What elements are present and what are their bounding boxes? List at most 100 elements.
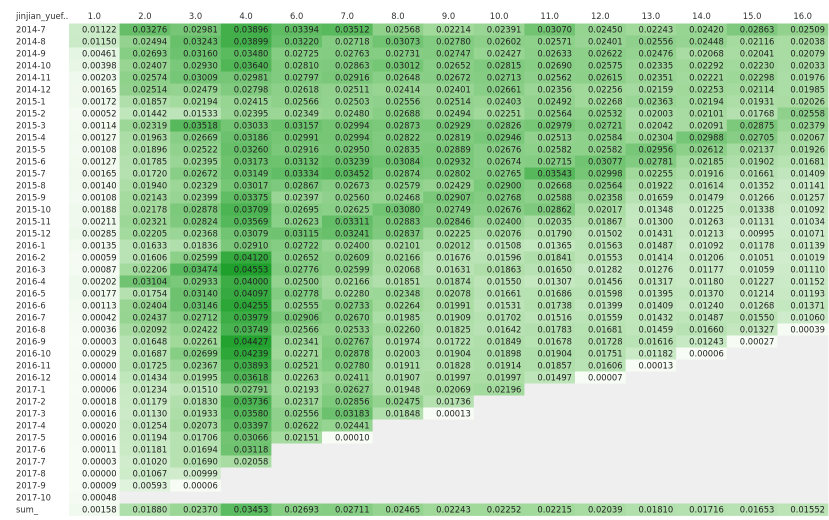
heatmap-cell — [69, 155, 120, 168]
cell-value: 0.02252 — [487, 504, 522, 514]
cell-value: 0.01178 — [740, 240, 775, 250]
heatmap-cell — [726, 23, 778, 36]
heatmap-cell — [119, 395, 171, 408]
heatmap-cell — [271, 215, 323, 228]
cell-value: 0.02494 — [436, 108, 471, 118]
cell-value: 0.02078 — [436, 288, 471, 298]
heatmap-cell — [575, 167, 626, 180]
cell-value: 0.02874 — [386, 168, 421, 178]
cell-value: 0.02622 — [588, 48, 623, 58]
empty-cell — [676, 419, 728, 432]
heatmap-cell — [575, 59, 626, 72]
heatmap-cell — [69, 71, 120, 84]
cell-value: 0.01728 — [588, 336, 623, 346]
cell-value: 0.02767 — [335, 336, 370, 346]
cell-value: 0.02033 — [790, 60, 825, 70]
cell-value: 0.00027 — [740, 336, 775, 346]
row-label: 2016-5 — [16, 288, 46, 298]
heatmap-cell — [119, 191, 171, 204]
cell-value: 0.01922 — [639, 180, 674, 190]
cell-value: 0.02492 — [537, 96, 572, 106]
heatmap-cell — [119, 287, 171, 300]
cell-value: 0.02335 — [639, 60, 674, 70]
cell-value: 0.01487 — [639, 240, 674, 250]
heatmap-cell — [575, 203, 626, 216]
heatmap-cell — [473, 251, 525, 264]
cell-value: 0.01152 — [790, 276, 825, 286]
cell-value: 0.01706 — [183, 432, 218, 442]
column-header: 8.0 — [391, 11, 404, 21]
empty-cell — [726, 383, 778, 396]
heatmap-cell — [777, 191, 829, 204]
empty-cell — [423, 467, 475, 480]
heatmap-cell — [69, 323, 120, 336]
heatmap-cell — [271, 179, 323, 192]
row-label: 2014-10 — [16, 60, 51, 70]
heatmap-cell — [271, 143, 323, 156]
heatmap-cell — [69, 347, 120, 360]
heatmap-cell — [473, 95, 525, 108]
cell-value: 0.02749 — [436, 204, 471, 214]
cell-value: 0.01933 — [183, 408, 218, 418]
cell-value: 0.01414 — [639, 252, 674, 262]
cell-value: 0.01660 — [689, 324, 724, 334]
cell-value: 0.02873 — [386, 120, 421, 130]
heatmap-cell — [322, 263, 373, 276]
cell-value: 0.02574 — [133, 72, 168, 82]
heatmap-cell — [676, 155, 728, 168]
row-label: 2016-9 — [16, 336, 46, 346]
cell-value: 0.02994 — [335, 132, 370, 142]
empty-cell — [777, 467, 829, 480]
cell-value: 0.01459 — [639, 324, 674, 334]
column-header: 15.0 — [743, 11, 762, 21]
cell-value: 0.01130 — [133, 408, 168, 418]
corner-label: jinjian_yuef.. — [15, 11, 68, 21]
heatmap-cell — [119, 479, 171, 492]
row-label: 2016-4 — [16, 276, 46, 286]
cell-value: 0.01257 — [790, 192, 825, 202]
empty-cell — [676, 431, 728, 444]
heatmap-cell — [726, 83, 778, 96]
cell-value: 0.02230 — [740, 60, 775, 70]
heatmap-cell — [372, 83, 424, 96]
cell-value: 0.03452 — [335, 168, 370, 178]
cell-value: 0.01432 — [639, 312, 674, 322]
cell-value: 0.00007 — [588, 372, 623, 382]
heatmap-cell — [322, 215, 373, 228]
cell-value: 0.02476 — [639, 48, 674, 58]
heatmap-cell — [524, 83, 576, 96]
cell-value: 0.03115 — [284, 228, 319, 238]
cell-value: 0.03618 — [234, 372, 269, 382]
heatmap-cell — [726, 143, 778, 156]
cell-value: 0.00285 — [82, 228, 117, 238]
empty-cell — [423, 419, 475, 432]
empty-cell — [625, 383, 677, 396]
heatmap-cell — [372, 323, 424, 336]
heatmap-cell — [69, 179, 120, 192]
empty-cell — [271, 443, 323, 456]
cell-value: 0.01783 — [537, 324, 572, 334]
cell-value: 0.02341 — [284, 336, 319, 346]
empty-cell — [625, 479, 677, 492]
heatmap-cell — [271, 263, 323, 276]
cell-value: 0.02584 — [588, 132, 623, 142]
cell-value: 0.01991 — [436, 300, 471, 310]
heatmap-cell — [119, 35, 171, 48]
cell-value: 0.02672 — [183, 168, 218, 178]
heatmap-cell — [423, 155, 475, 168]
heatmap-cell — [69, 383, 120, 396]
cell-value: 0.01141 — [790, 180, 825, 190]
heatmap-cell — [625, 275, 677, 288]
empty-cell — [220, 467, 272, 480]
heatmap-cell — [423, 119, 475, 132]
cell-value: 0.02349 — [284, 108, 319, 118]
cell-value: 0.01909 — [436, 312, 471, 322]
heatmap-cell — [676, 215, 728, 228]
cell-value: 0.01995 — [183, 372, 218, 382]
heatmap-cell — [271, 95, 323, 108]
cell-value: 0.02448 — [689, 36, 724, 46]
heatmap-cell — [170, 263, 222, 276]
heatmap-cell — [119, 227, 171, 240]
heatmap-cell — [575, 107, 626, 120]
heatmap-cell — [473, 35, 525, 48]
